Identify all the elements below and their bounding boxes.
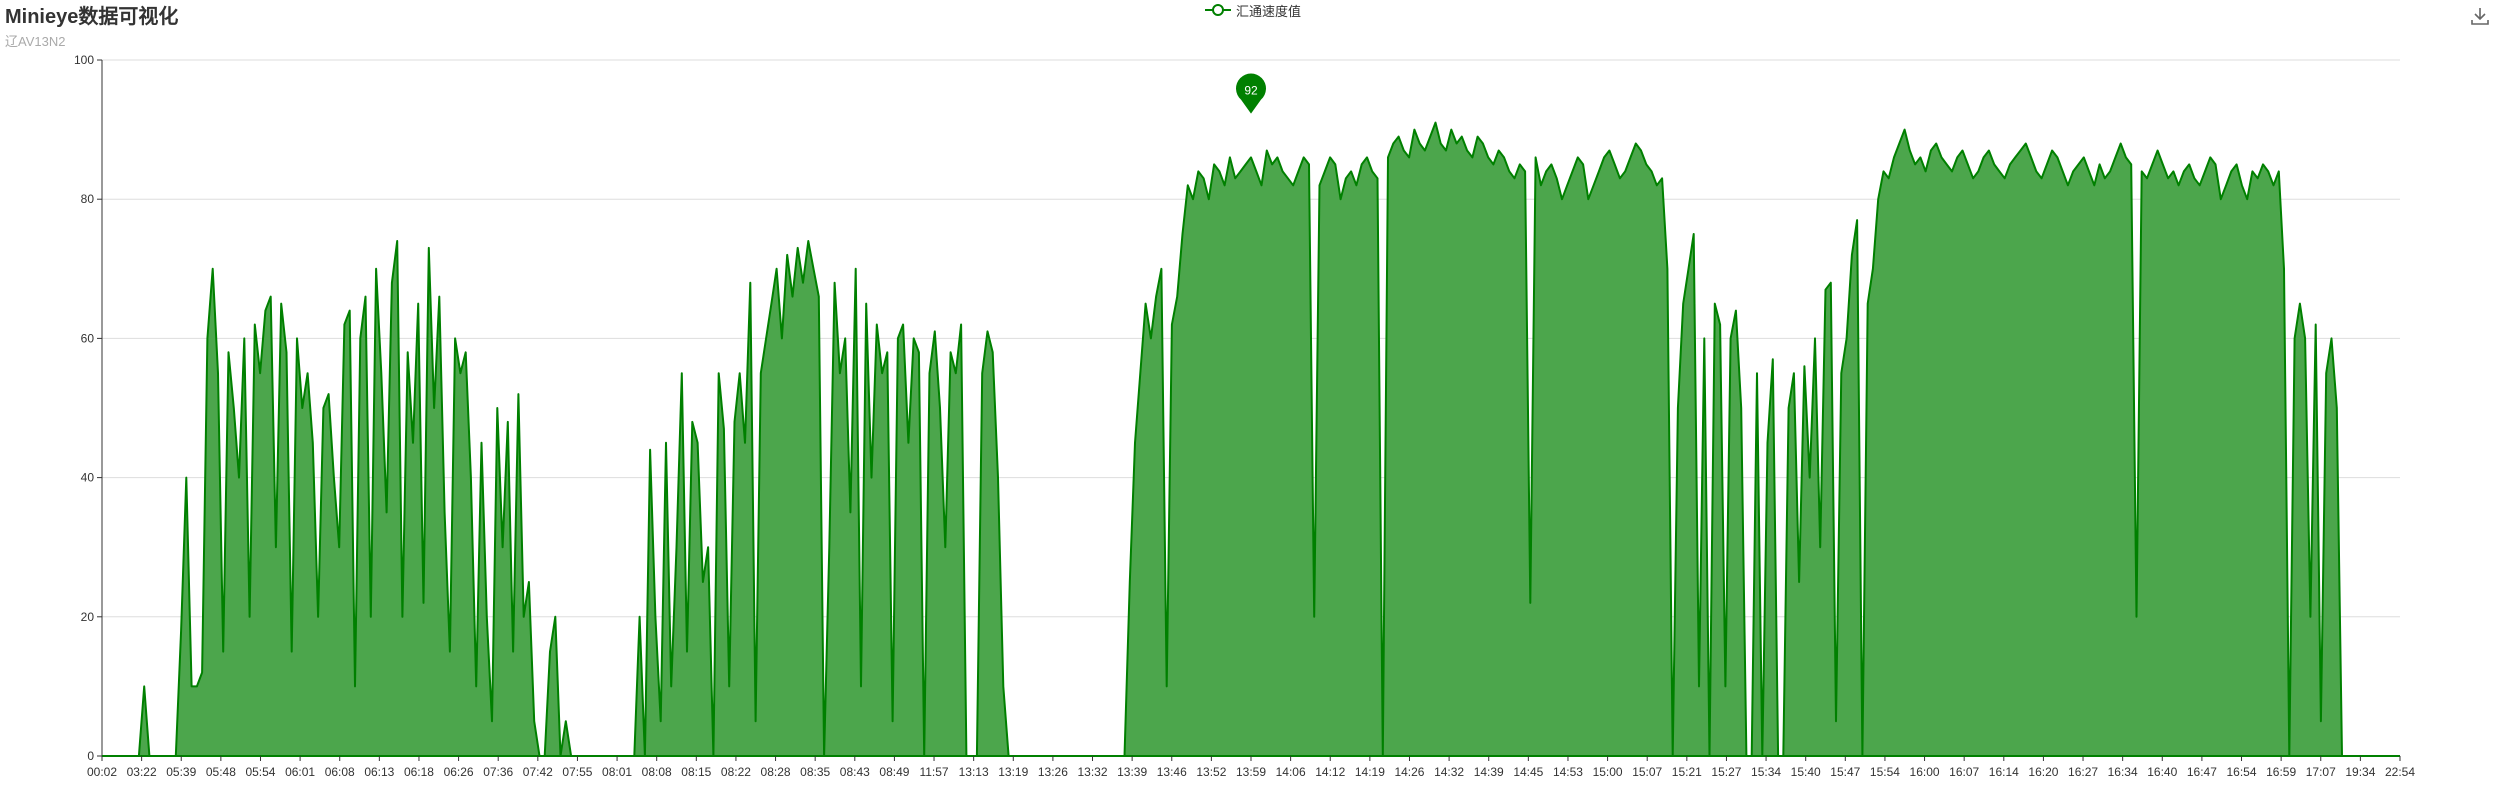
series-line	[102, 121, 2400, 757]
x-tick-label: 16:59	[2266, 765, 2296, 779]
x-tick-label: 13:32	[1078, 765, 1108, 779]
x-tick-label: 13:52	[1196, 765, 1226, 779]
x-tick-label: 15:54	[1870, 765, 1900, 779]
x-tick-label: 22:54	[2385, 765, 2415, 779]
x-tick-labels: 00:02 03:22 05:39 05:48 05:54 06:01 06:08 06:13…	[87, 756, 2415, 779]
x-tick-label: 14:53	[1553, 765, 1583, 779]
x-tick-label: 19:34	[2345, 765, 2375, 779]
x-tick-label: 08:22	[721, 765, 751, 779]
x-tick-label: 13:26	[1038, 765, 1068, 779]
x-tick-label: 14:06	[1276, 765, 1306, 779]
x-tick-label: 16:47	[2187, 765, 2217, 779]
x-tick-label: 15:47	[1830, 765, 1860, 779]
y-tick-label: 80	[81, 192, 95, 206]
download-icon[interactable]	[2468, 4, 2492, 28]
x-tick-label: 14:26	[1394, 765, 1424, 779]
x-tick-label: 06:18	[404, 765, 434, 779]
x-tick-label: 13:19	[998, 765, 1028, 779]
x-tick-label: 16:27	[2068, 765, 2098, 779]
y-tick-label: 0	[87, 749, 94, 763]
max-marker-pin	[1236, 73, 1267, 114]
x-tick-label: 06:13	[364, 765, 394, 779]
x-tick-label: 15:34	[1751, 765, 1781, 779]
y-tick-labels: 0 20 40 60 80 100	[74, 53, 102, 763]
x-tick-label: 03:22	[127, 765, 157, 779]
x-tick-label: 16:20	[2028, 765, 2058, 779]
x-tick-label: 07:36	[483, 765, 513, 779]
y-tick-label: 40	[81, 471, 95, 485]
x-tick-label: 08:01	[602, 765, 632, 779]
x-tick-label: 08:28	[761, 765, 791, 779]
x-tick-label: 13:39	[1117, 765, 1147, 779]
x-tick-label: 15:07	[1632, 765, 1662, 779]
x-tick-label: 14:45	[1513, 765, 1543, 779]
x-tick-label: 06:08	[325, 765, 355, 779]
x-tick-label: 07:55	[562, 765, 592, 779]
x-tick-label: 11:57	[919, 765, 948, 779]
x-tick-label: 15:40	[1791, 765, 1821, 779]
x-tick-label: 08:15	[681, 765, 711, 779]
x-tick-label: 14:39	[1474, 765, 1504, 779]
x-tick-label: 08:49	[879, 765, 909, 779]
x-tick-label: 06:01	[285, 765, 315, 779]
x-tick-label: 00:02	[87, 765, 117, 779]
x-tick-label: 15:00	[1593, 765, 1623, 779]
x-tick-label: 06:26	[444, 765, 474, 779]
x-tick-label: 14:12	[1315, 765, 1345, 779]
x-tick-label: 16:00	[1910, 765, 1940, 779]
x-tick-label: 14:19	[1355, 765, 1385, 779]
x-tick-label: 08:08	[642, 765, 672, 779]
x-tick-label: 16:40	[2147, 765, 2177, 779]
x-tick-label: 15:21	[1672, 765, 1702, 779]
x-tick-label: 07:42	[523, 765, 553, 779]
x-tick-label: 16:54	[2227, 765, 2257, 779]
x-tick-label: 08:35	[800, 765, 830, 779]
x-tick-label: 16:07	[1949, 765, 1979, 779]
max-marker-label: 92	[1244, 84, 1258, 98]
y-tick-label: 100	[74, 53, 94, 67]
chart-subtitle: 辽AV13N2	[5, 34, 66, 49]
legend-item-speed[interactable]: 汇通速度值	[1204, 0, 1301, 20]
x-tick-label: 13:13	[959, 765, 989, 779]
chart-title: Minieye数据可视化	[5, 6, 179, 28]
x-tick-label: 05:39	[166, 765, 196, 779]
x-tick-label: 13:46	[1157, 765, 1187, 779]
x-tick-label: 16:34	[2108, 765, 2138, 779]
x-tick-label: 05:48	[206, 765, 236, 779]
y-tick-label: 20	[81, 610, 95, 624]
series-area-fill	[102, 122, 2400, 757]
max-marker: 92	[1236, 73, 1267, 114]
x-tick-label: 13:59	[1236, 765, 1266, 779]
legend-label: 汇通速度值	[1236, 3, 1302, 19]
x-tick-label: 05:54	[245, 765, 275, 779]
x-tick-label: 14:32	[1434, 765, 1464, 779]
x-tick-label: 15:27	[1711, 765, 1741, 779]
legend-line-circle-icon	[1205, 4, 1231, 16]
x-tick-label: 17:07	[2306, 765, 2336, 779]
x-tick-label: 16:14	[1989, 765, 2019, 779]
series-area	[102, 121, 2400, 757]
y-tick-label: 60	[81, 331, 95, 345]
x-tick-label: 08:43	[840, 765, 870, 779]
